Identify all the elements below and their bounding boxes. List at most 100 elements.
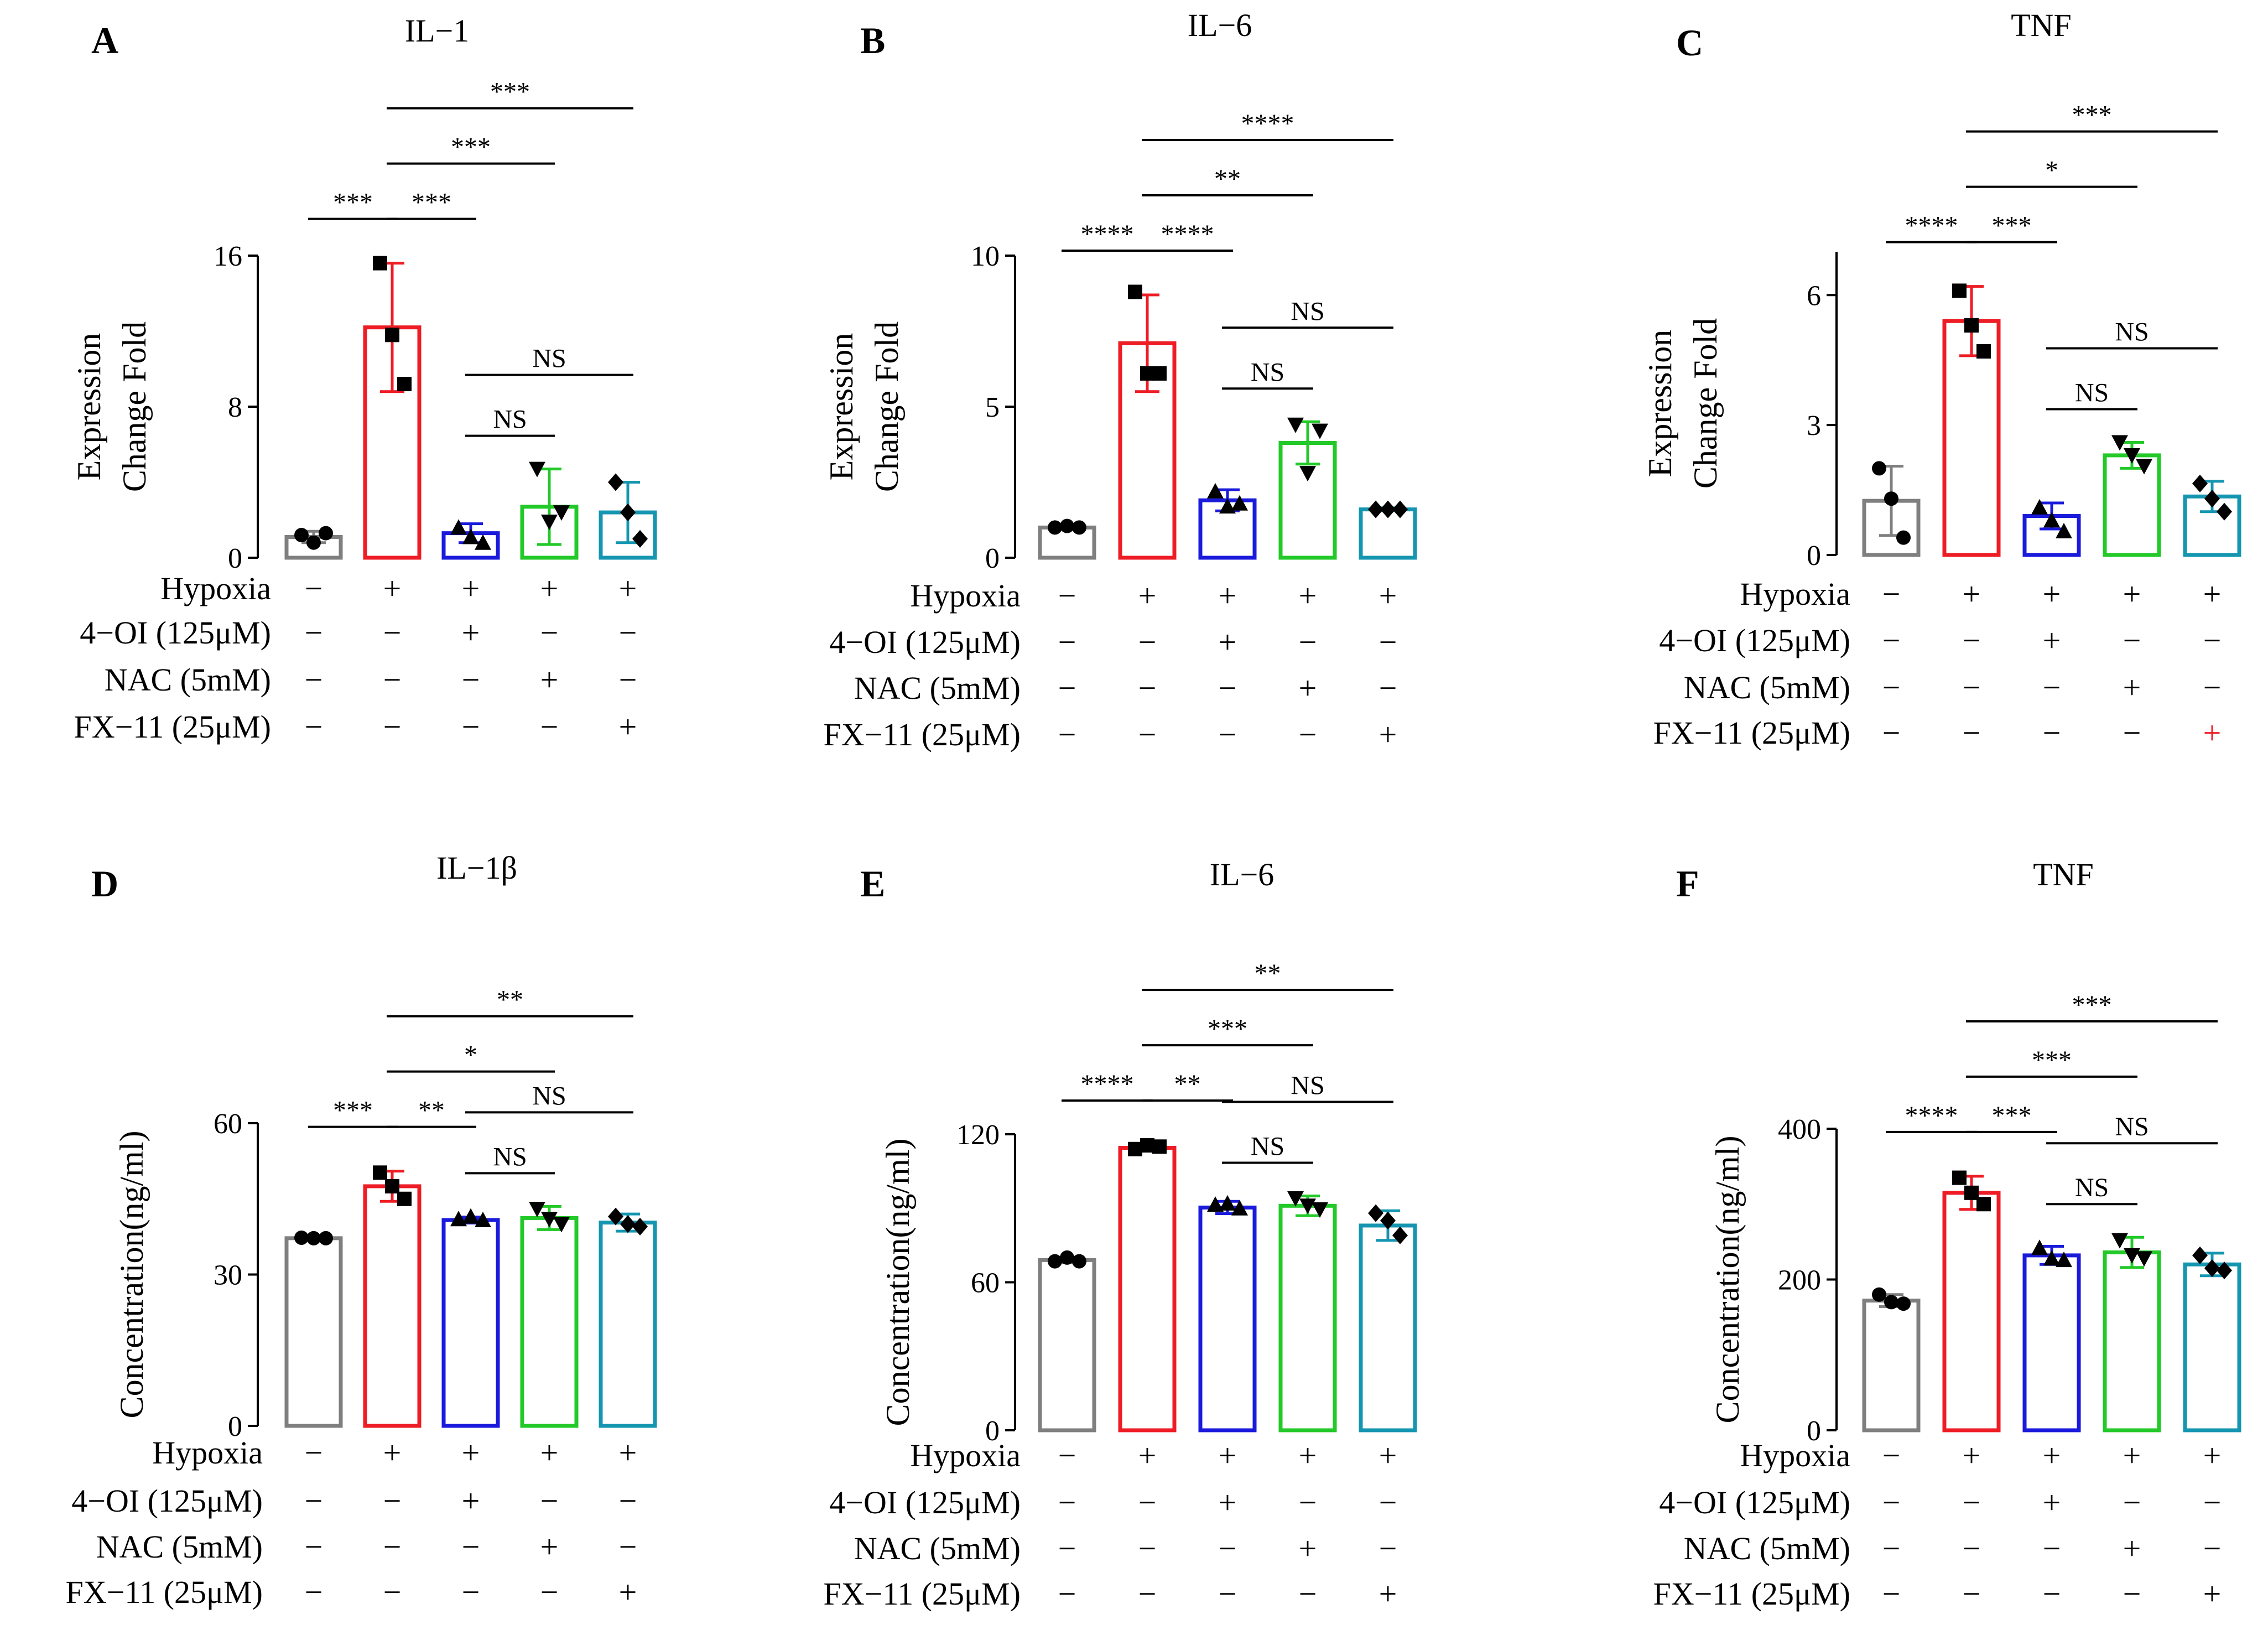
panel-d-data-point [319,1231,333,1245]
panel-a-data-point [529,461,545,477]
panel-d-data-point [306,1231,321,1245]
panel-d-significance-label: * [464,1041,477,1070]
panel-d-condition-sign: − [540,1574,559,1610]
panel-c-condition-sign: + [2043,576,2061,612]
panel-f-condition-sign: − [2203,1485,2222,1520]
panel-e-condition-sign: − [1138,1576,1157,1612]
panel-e-data-point [1231,1200,1248,1216]
panel-a-significance-label: *** [490,77,530,107]
panel-a-data-point [462,528,479,544]
panel-e-data-point [1140,1138,1154,1153]
panel-f-data-point [2124,1248,2140,1264]
panel-f-significance-label: **** [1905,1101,1958,1130]
panel-e-data-point [1060,1250,1074,1265]
panel-c-significance-label: *** [2072,101,2112,130]
panel-d-significance-label: *** [333,1096,373,1125]
panel-f-data-point [2043,1250,2060,1266]
panel-c-label: C [1676,22,1703,64]
panel-c-condition-sign: − [2203,622,2222,658]
panel-c-condition-sign: − [1882,622,1901,658]
panel-e-condition-sign: − [1058,1530,1076,1566]
panel-e-data-point [1128,1141,1142,1156]
panel-f-bar [2022,1253,2081,1432]
panel-b-condition-sign: + [1379,717,1397,752]
panel-d-y-axis-label-line: Concentration(ng/ml) [113,1131,150,1419]
panel-e-condition-sign: + [1299,1437,1317,1473]
panel-d-condition-sign: − [619,1483,637,1519]
panel-d-bar [599,1221,657,1428]
panel-e-condition-sign: − [1058,1437,1076,1473]
panel-f-y-axis-label: Concentration(ng/ml) [1709,1136,1746,1424]
panel-a-data-point [319,526,333,541]
panel-a-condition-label: FX−11 (25μM) [74,709,272,745]
panel-c-condition-sign: + [2043,622,2061,658]
panel-a-condition-sign: + [619,570,637,606]
panel-b-condition-sign: + [1299,578,1317,614]
panel-a-condition-sign: − [305,709,323,745]
panel-b-condition-sign: + [1219,578,1237,614]
panel-e-condition-sign: + [1299,1530,1317,1566]
panel-f-condition-sign: − [1882,1530,1901,1566]
panel-e-bar [1038,1258,1096,1432]
panel-a-data-point [450,519,467,535]
panel-f-data-point [2204,1259,2220,1278]
panel-b-condition-sign: − [1058,624,1076,660]
panel-f-condition-sign: − [1963,1576,1981,1612]
panel-a-condition-sign: − [383,709,402,745]
panel-a-condition-sign: + [619,709,637,745]
panel-c-data-point [2136,459,2152,475]
panel-d-y-axis-label: Concentration(ng/ml) [113,1131,150,1419]
panel-b-significance-label: **** [1241,109,1294,138]
panel-e-condition-sign: − [1058,1485,1076,1520]
panel-c-data-point [1952,283,1967,298]
panel-a-significance-label: *** [451,133,491,162]
panel-f-data-point [2217,1262,2232,1280]
panel-f-condition-sign: − [2123,1485,2141,1520]
panel-c-y-axis-label: Expression Change Fold [1642,318,1724,489]
panel-a-condition-sign: + [462,570,480,606]
panel-e-condition-sign: − [1219,1530,1237,1566]
panel-d-condition-sign: − [305,1483,323,1519]
panel-c-data-point [1872,461,1886,476]
panel-b-condition-sign: − [1138,670,1157,706]
panel-c-condition-sign: + [2203,715,2222,751]
panel-c-y-tick-label: 6 [1807,280,1821,312]
panel-e-condition-label: Hypoxia [910,1437,1021,1473]
panel-a-y-tick-label: 8 [228,392,242,423]
panel-f-data-point [1884,1295,1898,1310]
panel-e-y-axis-label: Concentration(ng/ml) [880,1139,916,1426]
panel-a-condition-label: 4−OI (125μM) [80,615,271,651]
panel-f-data-point [1964,1185,1979,1200]
panel-b-condition-sign: − [1219,670,1237,706]
panel-b-condition-sign: − [1058,670,1076,706]
panel-c-data-point [2217,502,2232,521]
panel-f-data-point [2136,1251,2152,1267]
panel-a-condition-sign: − [305,662,323,698]
panel-f-condition-label: NAC (5mM) [1684,1530,1850,1566]
panel-e-condition-sign: − [1299,1576,1317,1612]
panel-a-condition-sign: − [305,570,323,606]
panel-e-condition-sign: − [1058,1576,1076,1612]
panel-c-condition-sign: + [2123,669,2141,705]
panel-a-label: A [91,19,118,61]
panel-b-data-point [1287,417,1304,433]
panel-d-condition-sign: − [462,1529,480,1565]
panel-b-data-point [1219,498,1236,514]
panel-b-significance-label: **** [1161,220,1214,249]
panel-d-condition-sign: − [540,1483,559,1519]
panel-d-title: IL−1β [436,850,517,886]
panel-a-y-tick-label: 16 [214,241,242,272]
panel-f-y-tick-label: 400 [1778,1114,1821,1145]
panel-f-y-tick-label: 0 [1807,1415,1821,1447]
panel-e-condition-sign: − [1299,1485,1317,1520]
panel-b-data-point [1048,520,1062,535]
panel-f-condition-sign: − [2043,1530,2061,1566]
panel-e-y-tick-label: 120 [956,1119,1000,1151]
panel-e-condition-sign: + [1379,1437,1397,1473]
panel-f-bar [2183,1262,2241,1432]
panel-f-condition-sign: − [2043,1576,2061,1612]
panel-a-data-point [541,515,558,531]
